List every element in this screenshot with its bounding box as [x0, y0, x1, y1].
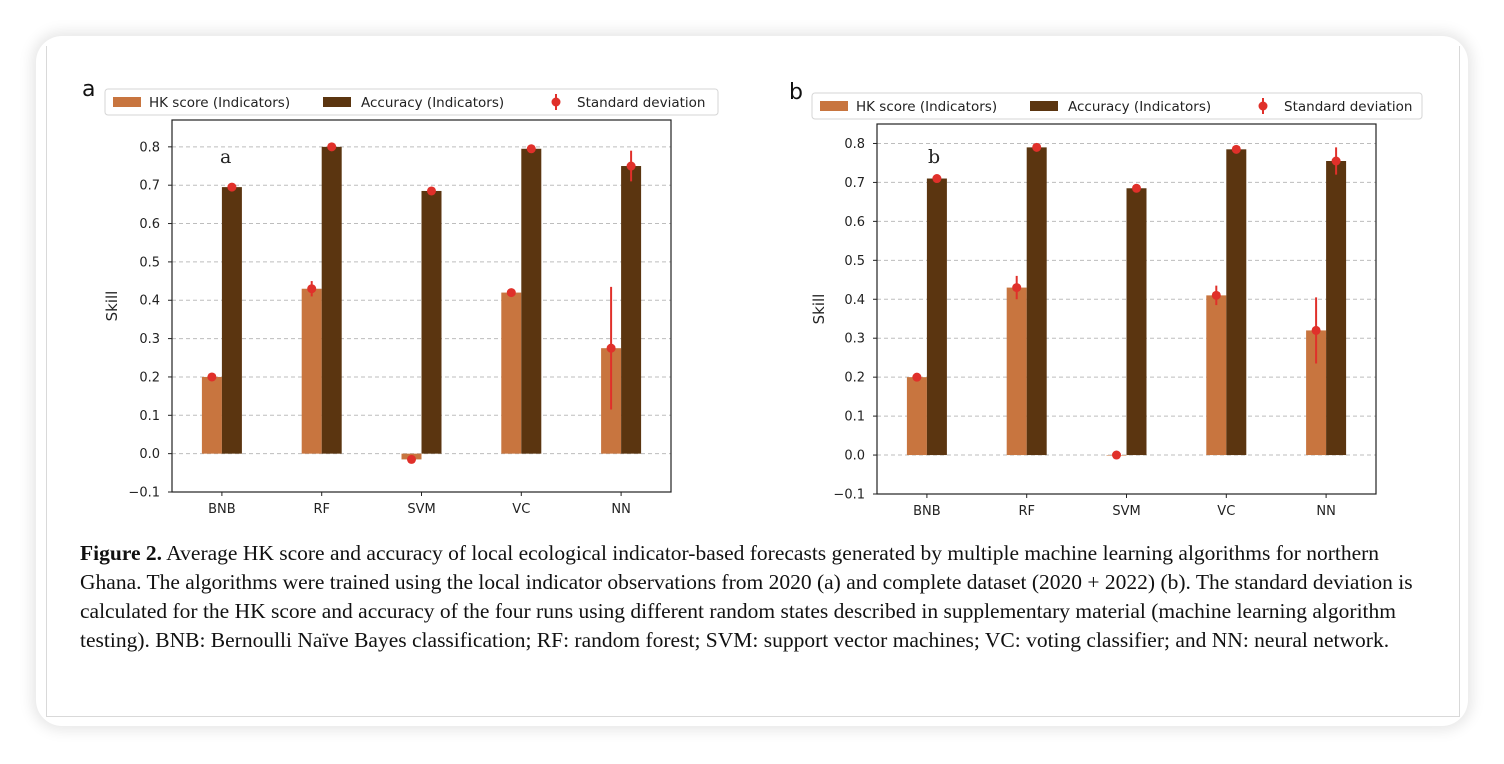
hk-bar [501, 292, 522, 454]
accuracy-bar [221, 187, 242, 454]
y-tick-label: −0.1 [128, 486, 160, 501]
std-point [526, 144, 536, 154]
accuracy-bar [621, 166, 642, 454]
legend-swatch-accuracy [323, 97, 351, 107]
hk-bar [1306, 330, 1327, 456]
plot-frame [171, 119, 672, 493]
y-tick-label: 0.6 [844, 215, 865, 230]
legend-swatch-std [1258, 101, 1268, 111]
legend-swatch-std [551, 97, 561, 107]
std-point [1231, 144, 1241, 154]
std-point [626, 161, 636, 171]
accuracy-bar [1126, 188, 1147, 456]
plot-frame [876, 123, 1377, 495]
chart-panel-a: a −0.1 0.0 0.1 0.2 0.3 0.4 0.5 0.6 0.7 0.8 Skill BNB… [82, 77, 719, 517]
accuracy-bar [1326, 161, 1347, 456]
legend-label: Standard deviation [577, 95, 705, 111]
std-point [307, 284, 317, 294]
x-tick-label: RF [1018, 504, 1035, 519]
std-point [227, 182, 237, 192]
y-tick-label: −0.1 [833, 488, 865, 503]
y-tick-label: 0.3 [139, 332, 160, 347]
std-point [1112, 450, 1121, 460]
accuracy-bar [926, 178, 947, 456]
y-tick-label: 0.1 [844, 410, 865, 425]
x-tick-label: VC [1217, 504, 1235, 519]
std-point [506, 288, 516, 298]
std-point [1032, 142, 1042, 152]
panel-label: a [82, 77, 95, 102]
y-tick-label: 0.3 [844, 332, 865, 347]
legend-label: HK score (Indicators) [149, 95, 290, 111]
y-tick-label: 0.4 [844, 293, 865, 308]
y-tick-label: 0.4 [139, 294, 160, 309]
x-tick-label: BNB [208, 502, 236, 517]
accuracy-bar [1026, 147, 1047, 456]
panel-annotation: b [928, 146, 940, 168]
legend-swatch-accuracy [1030, 101, 1058, 111]
legend-swatch-hk [113, 97, 141, 107]
x-tick-label: VC [512, 502, 530, 517]
y-tick-label: 0.2 [139, 370, 160, 385]
legend-box [811, 92, 1423, 120]
hk-bar [906, 377, 927, 456]
legend-label: Standard deviation [1284, 99, 1412, 115]
y-axis-label: Skill [103, 291, 121, 322]
legend-box [104, 88, 719, 116]
x-tick-label: NN [1316, 504, 1335, 519]
accuracy-bar [521, 148, 542, 454]
legend-label: Accuracy (Indicators) [361, 95, 504, 111]
caption-label: Figure 2. [80, 541, 163, 565]
y-tick-label: 0.7 [844, 176, 865, 191]
std-point [912, 372, 922, 382]
figure-frame [46, 46, 1460, 717]
hk-bar [201, 376, 222, 454]
panel-label: b [789, 80, 803, 105]
std-point [1331, 156, 1341, 166]
y-tick-label: 0.6 [139, 217, 160, 232]
y-tick-label: 0.8 [844, 137, 865, 152]
legend-swatch-hk [820, 101, 848, 111]
std-point [327, 142, 337, 152]
y-tick-label: 0.8 [139, 140, 160, 155]
std-point [407, 454, 416, 464]
std-point [1012, 283, 1022, 293]
hk-bar [1006, 287, 1027, 456]
hk-bar [301, 288, 322, 454]
y-tick-label: 0.0 [139, 447, 160, 462]
caption-text: Average HK score and accuracy of local e… [80, 541, 1413, 652]
accuracy-bar [421, 190, 442, 454]
y-tick-label: 0.5 [844, 254, 865, 269]
legend-label: HK score (Indicators) [856, 99, 997, 115]
y-tick-label: 0.0 [844, 449, 865, 464]
x-tick-label: SVM [1112, 504, 1140, 519]
accuracy-bar [1226, 149, 1247, 456]
y-tick-label: 0.5 [139, 255, 160, 270]
x-tick-label: SVM [407, 502, 435, 517]
std-point [1211, 290, 1221, 300]
std-point [606, 343, 616, 353]
std-point [427, 186, 436, 196]
x-tick-label: BNB [913, 504, 941, 519]
panel-annotation: a [220, 146, 231, 168]
legend-label: Accuracy (Indicators) [1068, 99, 1211, 115]
hk-bar [1206, 295, 1227, 456]
std-point [1132, 183, 1141, 193]
y-tick-label: 0.2 [844, 371, 865, 386]
y-axis-label: Skill [810, 294, 828, 325]
std-point [932, 174, 942, 184]
figure-caption: Figure 2. Average HK score and accuracy … [80, 539, 1420, 655]
chart-panel-b: b −0.1 0.0 0.1 0.2 0.3 0.4 0.5 0.6 0.7 0.8 Skill BNB… [789, 80, 1423, 519]
std-point [207, 372, 217, 382]
y-tick-label: 0.1 [139, 409, 160, 424]
y-tick-label: 0.7 [139, 179, 160, 194]
x-tick-label: NN [611, 502, 630, 517]
accuracy-bar [321, 146, 342, 454]
std-point [1311, 325, 1321, 335]
x-tick-label: RF [313, 502, 330, 517]
